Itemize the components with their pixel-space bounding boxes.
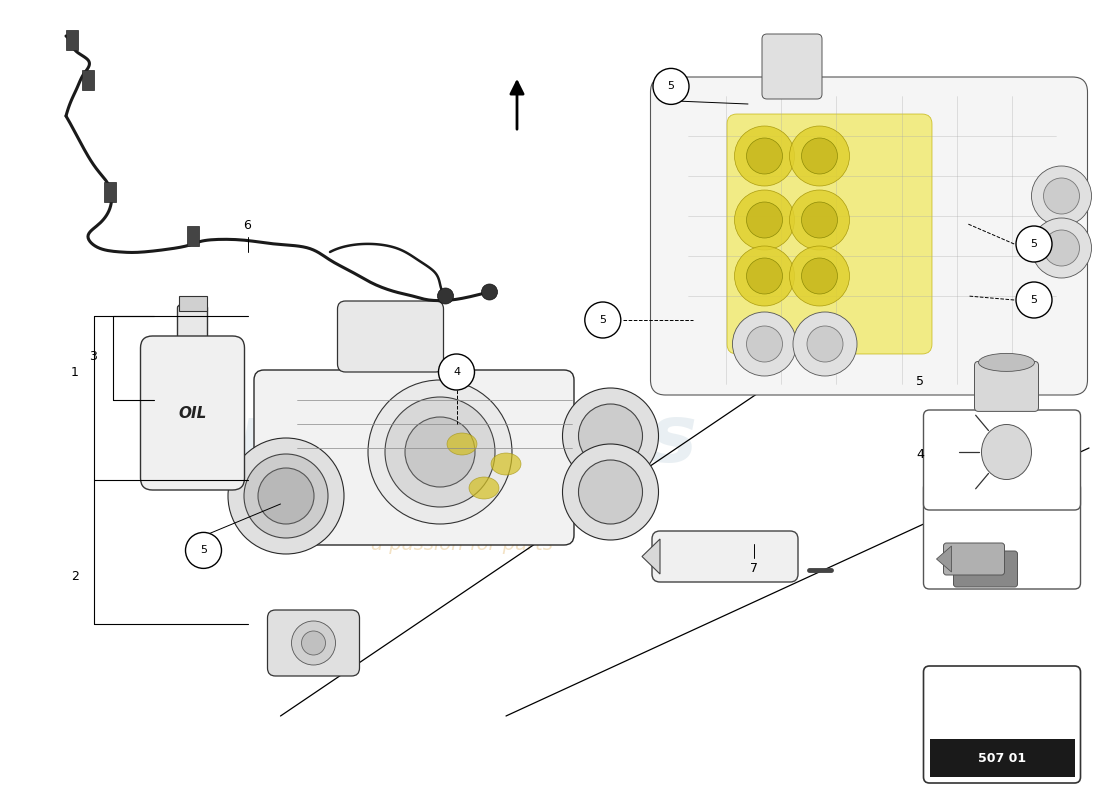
Circle shape <box>186 533 221 568</box>
Circle shape <box>301 631 326 655</box>
Circle shape <box>1032 218 1091 278</box>
Circle shape <box>244 454 328 538</box>
Ellipse shape <box>447 433 477 455</box>
Circle shape <box>579 404 642 468</box>
Ellipse shape <box>491 453 521 475</box>
FancyBboxPatch shape <box>975 362 1038 411</box>
Text: Europ: Europ <box>153 401 418 479</box>
Circle shape <box>562 388 659 484</box>
Circle shape <box>735 190 794 250</box>
Text: 5: 5 <box>200 546 207 555</box>
FancyBboxPatch shape <box>267 610 360 676</box>
Ellipse shape <box>469 477 499 499</box>
Text: 5: 5 <box>600 315 606 325</box>
Text: 3: 3 <box>89 350 98 362</box>
FancyBboxPatch shape <box>727 114 932 354</box>
FancyBboxPatch shape <box>944 543 1004 575</box>
Ellipse shape <box>981 425 1032 479</box>
FancyBboxPatch shape <box>762 34 822 99</box>
Circle shape <box>258 468 314 524</box>
Circle shape <box>735 246 794 306</box>
Text: 4: 4 <box>453 367 460 377</box>
FancyBboxPatch shape <box>254 370 574 545</box>
Circle shape <box>747 138 782 174</box>
Circle shape <box>793 312 857 376</box>
Circle shape <box>790 190 849 250</box>
Text: rts: rts <box>572 401 698 479</box>
Circle shape <box>482 284 497 300</box>
Circle shape <box>790 126 849 186</box>
Bar <box>930 739 1075 777</box>
Circle shape <box>807 326 843 362</box>
FancyBboxPatch shape <box>924 666 1080 783</box>
Text: 5: 5 <box>668 82 674 91</box>
Circle shape <box>802 202 837 238</box>
Circle shape <box>802 258 837 294</box>
Text: 7: 7 <box>749 562 758 574</box>
Ellipse shape <box>979 354 1034 371</box>
Bar <box>82 70 94 90</box>
Circle shape <box>1016 226 1052 262</box>
FancyBboxPatch shape <box>924 482 1080 589</box>
Circle shape <box>802 138 837 174</box>
Circle shape <box>747 202 782 238</box>
Text: 5: 5 <box>1031 295 1037 305</box>
Text: 507 01: 507 01 <box>978 751 1026 765</box>
Circle shape <box>1044 230 1079 266</box>
FancyBboxPatch shape <box>177 305 208 351</box>
Circle shape <box>405 417 475 487</box>
Circle shape <box>579 460 642 524</box>
Text: 5: 5 <box>916 375 924 388</box>
Text: 2: 2 <box>70 570 79 582</box>
Circle shape <box>735 126 794 186</box>
Circle shape <box>585 302 620 338</box>
FancyBboxPatch shape <box>954 551 1018 587</box>
Circle shape <box>1016 282 1052 318</box>
Circle shape <box>368 380 512 524</box>
Circle shape <box>292 621 336 665</box>
Bar <box>178 296 207 311</box>
FancyBboxPatch shape <box>924 410 1080 510</box>
FancyBboxPatch shape <box>338 301 443 372</box>
Text: 4: 4 <box>916 448 924 461</box>
Circle shape <box>747 258 782 294</box>
Polygon shape <box>642 539 660 574</box>
Bar <box>187 226 198 246</box>
Circle shape <box>790 246 849 306</box>
Circle shape <box>1032 166 1091 226</box>
Circle shape <box>747 326 782 362</box>
Text: OIL: OIL <box>178 406 207 421</box>
Circle shape <box>228 438 344 554</box>
Polygon shape <box>936 546 952 572</box>
Circle shape <box>438 288 453 304</box>
FancyBboxPatch shape <box>141 336 244 490</box>
FancyBboxPatch shape <box>650 77 1088 395</box>
Circle shape <box>562 444 659 540</box>
Text: @: @ <box>394 401 475 479</box>
Circle shape <box>439 354 474 390</box>
Circle shape <box>385 397 495 507</box>
Text: 1: 1 <box>70 366 79 378</box>
Circle shape <box>653 68 689 104</box>
Bar <box>66 30 77 50</box>
Text: 5: 5 <box>1031 239 1037 249</box>
Circle shape <box>1044 178 1079 214</box>
Circle shape <box>733 312 796 376</box>
Text: a passion for parts: a passion for parts <box>371 534 553 554</box>
Text: 6: 6 <box>243 219 252 232</box>
Bar <box>104 182 116 202</box>
FancyBboxPatch shape <box>652 531 798 582</box>
